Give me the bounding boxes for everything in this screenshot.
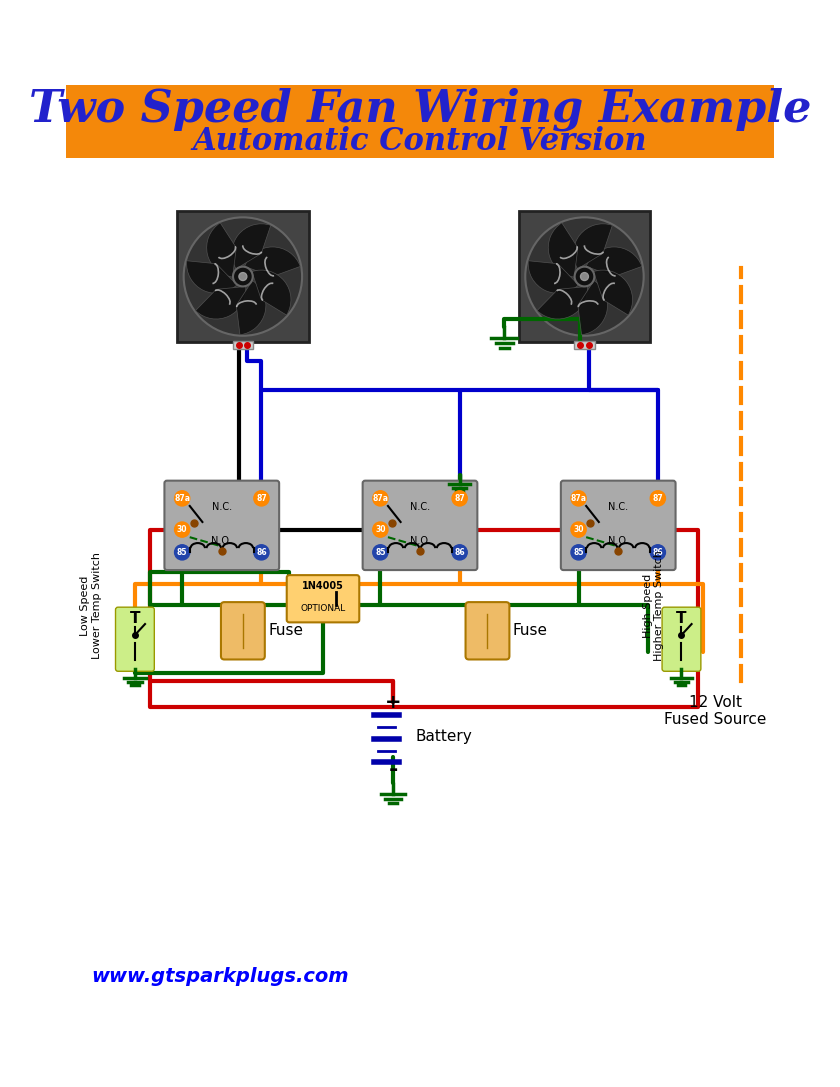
Text: 30: 30 xyxy=(375,525,386,534)
Text: 86: 86 xyxy=(256,548,267,557)
Text: 87a: 87a xyxy=(372,493,388,503)
Text: Two Speed Fan Wiring Example: Two Speed Fan Wiring Example xyxy=(29,88,811,132)
Circle shape xyxy=(525,217,643,336)
Text: 30: 30 xyxy=(574,525,584,534)
Text: 87a: 87a xyxy=(570,493,586,503)
Text: OPTIONAL: OPTIONAL xyxy=(301,604,345,613)
Wedge shape xyxy=(549,223,578,277)
Circle shape xyxy=(175,522,190,537)
Text: 30: 30 xyxy=(177,525,187,534)
Wedge shape xyxy=(574,224,612,268)
Circle shape xyxy=(184,217,302,336)
FancyBboxPatch shape xyxy=(465,602,509,660)
Wedge shape xyxy=(244,247,300,276)
Text: -: - xyxy=(388,760,397,780)
Circle shape xyxy=(650,545,665,560)
Bar xyxy=(518,211,650,342)
Wedge shape xyxy=(594,270,633,315)
Text: N.C.: N.C. xyxy=(608,502,628,512)
Text: N.O.: N.O. xyxy=(212,536,232,546)
FancyBboxPatch shape xyxy=(561,480,675,570)
Text: Fuse: Fuse xyxy=(268,623,303,638)
Wedge shape xyxy=(207,223,236,277)
Text: 87: 87 xyxy=(653,493,664,503)
Text: Fuse: Fuse xyxy=(512,623,548,638)
Circle shape xyxy=(373,491,388,505)
Text: Low Speed
Lower Temp Switch: Low Speed Lower Temp Switch xyxy=(81,552,102,659)
Circle shape xyxy=(571,522,586,537)
Circle shape xyxy=(575,266,595,286)
Text: Automatic Control Version: Automatic Control Version xyxy=(192,126,648,158)
FancyBboxPatch shape xyxy=(165,480,279,570)
Text: 1N4005: 1N4005 xyxy=(302,582,344,591)
Circle shape xyxy=(373,545,388,560)
Wedge shape xyxy=(196,287,246,318)
FancyBboxPatch shape xyxy=(662,608,701,672)
Text: 87: 87 xyxy=(256,493,267,503)
Wedge shape xyxy=(586,247,642,276)
Text: 87a: 87a xyxy=(174,493,190,503)
Text: 86: 86 xyxy=(653,548,663,557)
Text: Battery: Battery xyxy=(416,728,473,744)
Circle shape xyxy=(239,273,247,280)
Circle shape xyxy=(571,491,586,505)
Text: 85: 85 xyxy=(574,548,584,557)
Circle shape xyxy=(452,491,467,505)
FancyBboxPatch shape xyxy=(221,602,265,660)
Wedge shape xyxy=(232,224,270,268)
Text: N.O.: N.O. xyxy=(410,536,430,546)
Text: N.C.: N.C. xyxy=(410,502,430,512)
Circle shape xyxy=(254,491,269,505)
Text: +: + xyxy=(385,694,402,712)
Text: www.gtsparkplugs.com: www.gtsparkplugs.com xyxy=(91,967,349,986)
Bar xyxy=(177,211,308,342)
Text: T: T xyxy=(676,611,687,626)
Circle shape xyxy=(175,545,190,560)
Circle shape xyxy=(233,266,253,286)
FancyBboxPatch shape xyxy=(363,480,477,570)
Wedge shape xyxy=(236,280,266,335)
Wedge shape xyxy=(252,270,291,315)
Circle shape xyxy=(650,491,665,505)
FancyBboxPatch shape xyxy=(286,575,360,623)
Wedge shape xyxy=(578,280,607,335)
Circle shape xyxy=(373,522,388,537)
Text: T: T xyxy=(129,611,140,626)
Text: 12 Volt: 12 Volt xyxy=(689,695,742,710)
Text: N.C.: N.C. xyxy=(212,502,232,512)
Bar xyxy=(575,340,595,349)
FancyBboxPatch shape xyxy=(116,608,155,672)
Text: N.O.: N.O. xyxy=(608,536,628,546)
Wedge shape xyxy=(186,261,237,293)
Bar xyxy=(66,85,774,159)
Circle shape xyxy=(175,491,190,505)
Circle shape xyxy=(254,545,269,560)
Text: 85: 85 xyxy=(375,548,386,557)
Circle shape xyxy=(571,545,586,560)
Text: Fused Source: Fused Source xyxy=(664,712,766,727)
Text: 85: 85 xyxy=(177,548,187,557)
Text: 86: 86 xyxy=(454,548,465,557)
Wedge shape xyxy=(537,287,587,318)
Circle shape xyxy=(580,273,589,280)
Circle shape xyxy=(452,545,467,560)
Bar xyxy=(233,340,253,349)
Wedge shape xyxy=(528,261,579,293)
Text: 87: 87 xyxy=(454,493,465,503)
Text: High Speed
Higher Temp Switch: High Speed Higher Temp Switch xyxy=(643,550,664,661)
